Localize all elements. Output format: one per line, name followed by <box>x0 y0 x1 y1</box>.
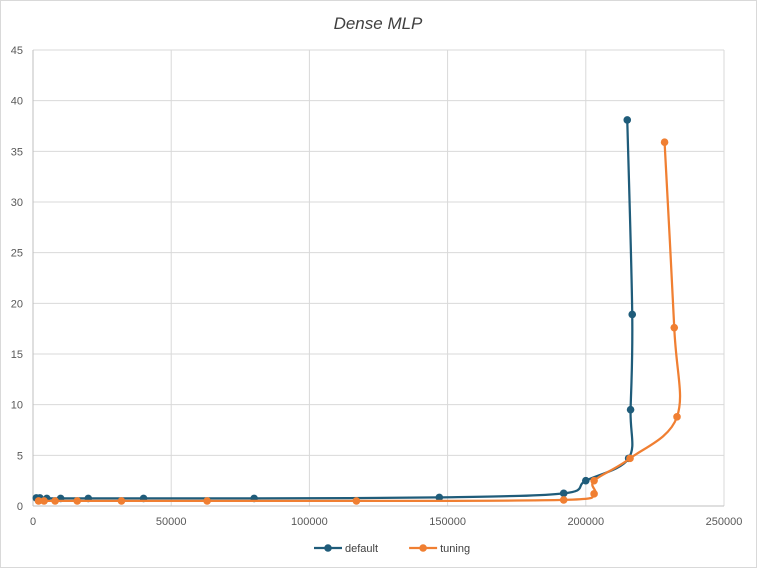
y-tick-label: 25 <box>11 248 23 260</box>
data-point-tuning <box>34 497 43 505</box>
y-tick-label: 0 <box>17 501 23 513</box>
legend-item-default: default <box>314 543 378 555</box>
y-axis-ticks: 0 5 10 15 20 25 30 35 40 45 <box>11 45 23 513</box>
data-point-default <box>559 489 568 498</box>
data-point-tuning <box>117 497 126 505</box>
series-default <box>32 116 637 503</box>
grid <box>32 49 725 507</box>
y-tick-label: 20 <box>11 298 23 310</box>
data-point-default <box>435 493 444 502</box>
legend-label: default <box>345 543 378 555</box>
y-tick-label: 15 <box>11 349 23 361</box>
legend: default tuning <box>314 543 470 555</box>
data-point-default <box>582 476 590 485</box>
series-line-default <box>36 119 634 500</box>
legend-item-tuning: tuning <box>409 543 470 555</box>
data-point-default <box>628 310 637 319</box>
x-tick-label: 250000 <box>706 516 743 528</box>
x-tick-label: 100000 <box>291 516 328 528</box>
data-point-tuning <box>673 413 681 421</box>
chart-title: Dense MLP <box>334 14 423 33</box>
data-point-tuning <box>660 138 669 147</box>
series-layer <box>32 116 682 505</box>
y-tick-label: 30 <box>11 197 23 209</box>
data-point-tuning <box>590 490 598 498</box>
data-point-tuning <box>203 497 211 505</box>
y-tick-label: 40 <box>11 96 23 108</box>
x-tick-label: 150000 <box>429 516 466 528</box>
legend-label: tuning <box>440 543 470 555</box>
data-point-tuning <box>626 454 634 463</box>
x-tick-label: 0 <box>30 516 36 528</box>
series-tuning <box>34 138 682 505</box>
series-line-tuning <box>38 142 682 503</box>
data-point-tuning <box>559 496 568 504</box>
x-axis-ticks: 0 50000 100000 150000 200000 250000 <box>30 516 742 528</box>
y-tick-label: 5 <box>17 450 23 462</box>
y-tick-label: 35 <box>11 146 23 158</box>
data-point-tuning <box>352 497 361 505</box>
legend-swatch-marker <box>419 544 427 552</box>
legend-swatch-marker <box>324 544 332 552</box>
y-tick-label: 10 <box>11 400 23 412</box>
data-point-tuning <box>40 497 48 505</box>
data-point-tuning <box>51 497 59 505</box>
data-point-default <box>626 405 635 414</box>
data-point-tuning <box>73 497 82 505</box>
data-point-tuning <box>670 323 679 332</box>
x-tick-label: 200000 <box>567 516 604 528</box>
x-tick-label: 50000 <box>156 516 187 528</box>
data-point-default <box>623 116 632 124</box>
y-tick-label: 45 <box>11 45 23 57</box>
data-point-tuning <box>590 476 598 485</box>
